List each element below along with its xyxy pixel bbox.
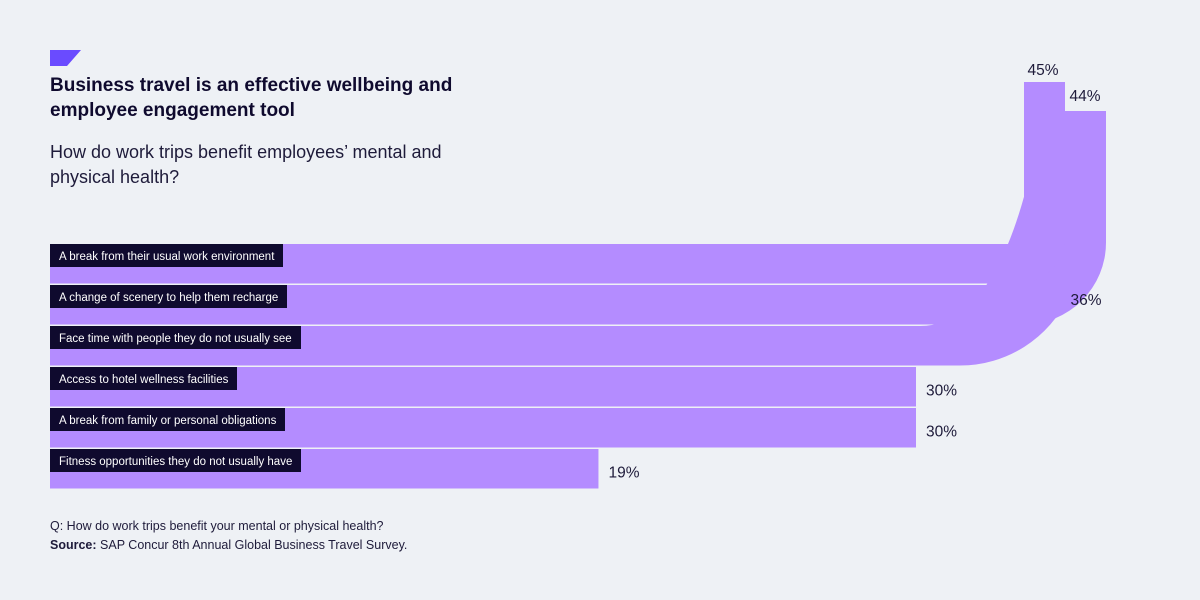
survey-question: Q: How do work trips benefit your mental… xyxy=(50,519,384,533)
category-label-bg-6 xyxy=(50,449,301,472)
source-line: Source: SAP Concur 8th Annual Global Bus… xyxy=(50,536,407,555)
category-label-bg-1 xyxy=(50,244,283,267)
source-label: Source: xyxy=(50,538,97,552)
value-label-6: 19% xyxy=(608,465,639,482)
category-label-2: A change of scenery to help them recharg… xyxy=(59,292,278,304)
category-label-bg-3 xyxy=(50,326,301,349)
category-label-1: A break from their usual work environmen… xyxy=(59,251,275,263)
chart-title: Business travel is an effective wellbein… xyxy=(50,75,453,121)
category-label-bg-4 xyxy=(50,367,237,390)
category-label-4: Access to hotel wellness facilities xyxy=(59,374,229,386)
category-label-5: A break from family or personal obligati… xyxy=(59,415,277,427)
source-text: SAP Concur 8th Annual Global Business Tr… xyxy=(100,538,408,552)
value-label-4: 30% xyxy=(926,383,957,400)
value-label-5: 30% xyxy=(926,424,957,441)
category-label-bg-5 xyxy=(50,408,285,431)
chart-footnote: Q: How do work trips benefit your mental… xyxy=(50,517,407,555)
category-label-3: Face time with people they do not usuall… xyxy=(59,333,292,345)
value-label-3: 36% xyxy=(1070,292,1101,309)
category-label-bg-2 xyxy=(50,285,287,308)
category-label-6: Fitness opportunities they do not usuall… xyxy=(59,456,292,468)
chart-subtitle: How do work trips benefit employees’ men… xyxy=(50,142,442,187)
bar-4 xyxy=(50,367,916,407)
value-label-1: 45% xyxy=(1027,62,1058,79)
brand-accent-icon xyxy=(50,50,81,66)
value-label-2: 44% xyxy=(1069,88,1100,105)
